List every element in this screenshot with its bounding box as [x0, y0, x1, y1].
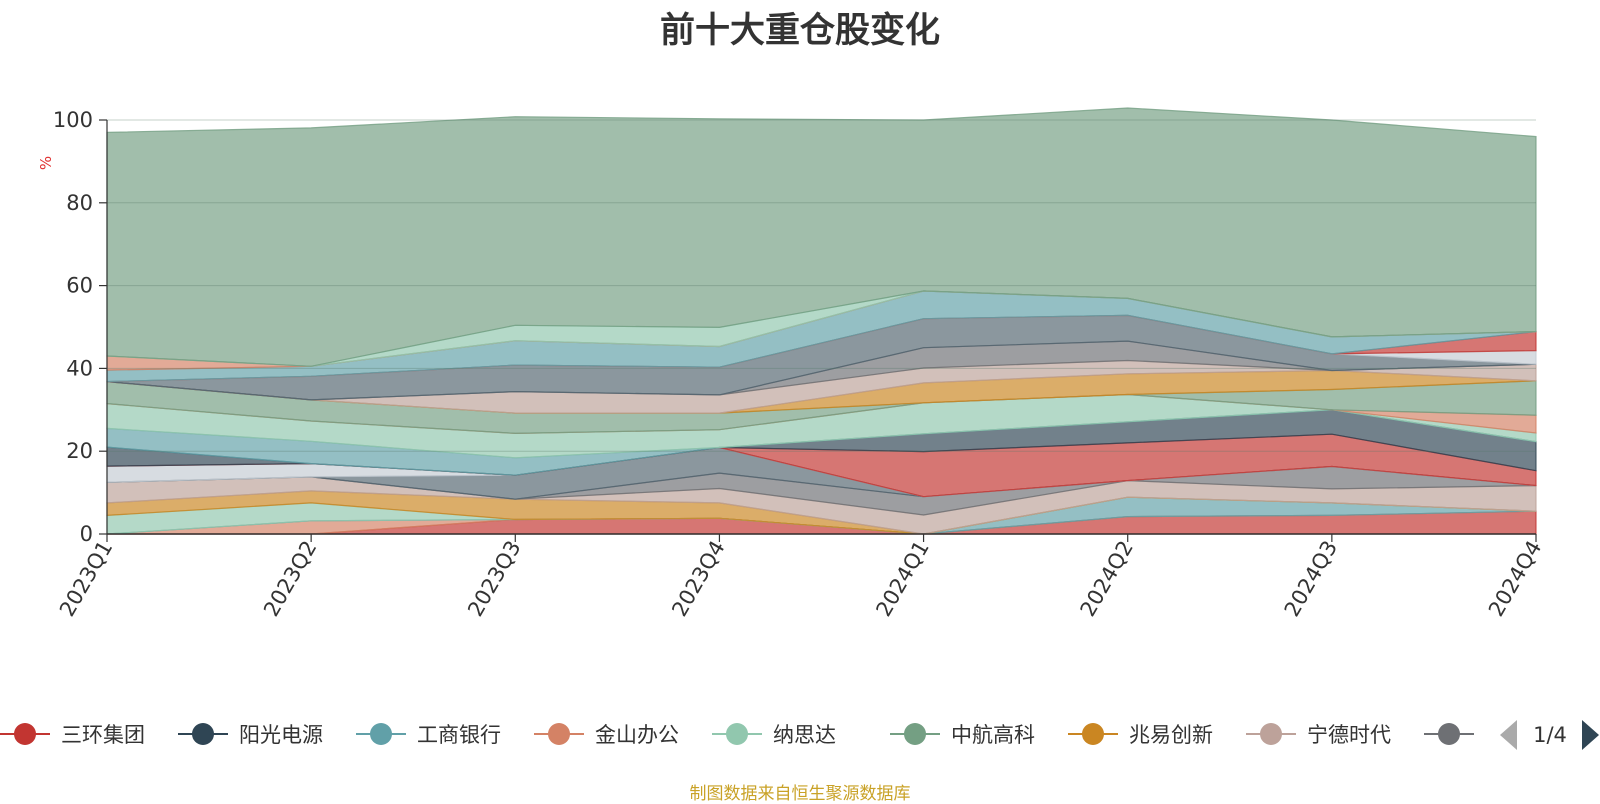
legend-item[interactable]: 阳光电源 [178, 723, 323, 747]
chart-title: 前十大重仓股变化 [659, 11, 940, 51]
legend-label: 中航高科 [951, 723, 1035, 747]
legend-label: 兆易创新 [1129, 723, 1213, 747]
legend-label: 阳光电源 [239, 723, 323, 747]
pager-prev-icon[interactable] [1500, 720, 1517, 750]
legend-marker [1438, 723, 1460, 745]
legend-items: 三环集团 阳光电源 工商银行 金山办公 纳思达 中航高科 兆易创新 宁德时代 京东方A [0, 723, 1563, 747]
legend-label: 工商银行 [417, 723, 501, 747]
legend-marker [1082, 723, 1104, 745]
y-tick-label: 0 [80, 522, 93, 546]
legend-label: 三环集团 [61, 723, 145, 747]
area-series-24 [106, 107, 1537, 367]
legend-label: 纳思达 [773, 723, 836, 747]
x-tick-label: 2023Q3 [463, 537, 525, 621]
y-tick-label: 20 [66, 439, 93, 463]
legend-item[interactable]: 纳思达 [712, 723, 836, 747]
source-note: 制图数据来自恒生聚源数据库 [689, 784, 911, 804]
legend-marker [726, 723, 748, 745]
pager-next-icon[interactable] [1582, 720, 1599, 750]
legend-item[interactable]: 中航高科 [890, 723, 1035, 747]
legend: 三环集团 阳光电源 工商银行 金山办公 纳思达 中航高科 兆易创新 宁德时代 京东方A [0, 723, 1563, 747]
y-tick-label: 60 [66, 274, 93, 298]
legend-marker [904, 723, 926, 745]
x-tick-label: 2023Q2 [259, 537, 321, 621]
x-tick-label: 2024Q3 [1280, 537, 1342, 621]
legend-item[interactable]: 工商银行 [356, 723, 501, 747]
y-axis-label: % [37, 156, 55, 170]
legend-item[interactable]: 三环集团 [0, 723, 145, 747]
pager-label: 1/4 [1533, 723, 1567, 747]
legend-pager: 1/4 [1500, 720, 1599, 750]
legend-marker [1260, 723, 1282, 745]
legend-item[interactable]: 京东方A [1424, 723, 1563, 747]
legend-label: 宁德时代 [1307, 723, 1391, 747]
legend-marker [14, 723, 36, 745]
legend-marker [192, 723, 214, 745]
y-tick-label: 100 [53, 108, 93, 132]
x-tick-label: 2024Q4 [1484, 537, 1546, 621]
legend-item[interactable]: 宁德时代 [1246, 723, 1391, 747]
legend-label: 金山办公 [595, 723, 679, 747]
legend-item[interactable]: 金山办公 [534, 723, 679, 747]
x-tick-label: 2024Q1 [871, 537, 933, 621]
y-tick-label: 80 [66, 191, 93, 215]
legend-marker [548, 723, 570, 745]
x-tick-label: 2024Q2 [1076, 537, 1138, 621]
x-tick-label: 2023Q4 [667, 537, 729, 621]
y-tick-label: 40 [66, 356, 93, 380]
x-tick-label: 2023Q1 [55, 537, 117, 621]
area-series-group [106, 107, 1537, 535]
grid-lines [107, 119, 1536, 452]
legend-marker [370, 723, 392, 745]
legend-item[interactable]: 兆易创新 [1068, 723, 1213, 747]
